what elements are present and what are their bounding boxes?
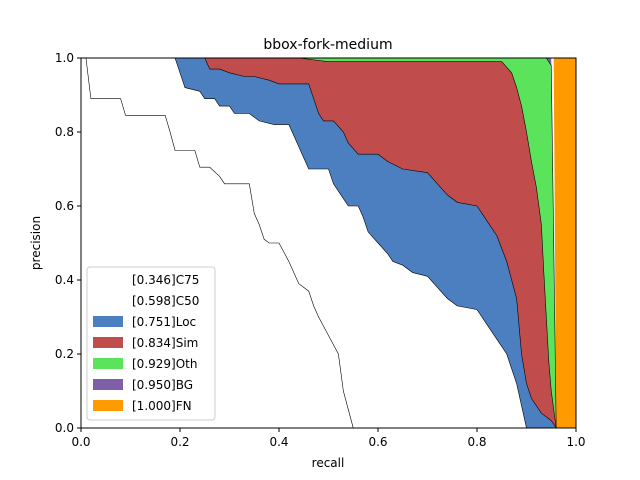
y-tick-label: 0.2 [55,347,74,361]
curve-0-346-c75 [81,57,354,429]
legend-label: [0.834]Sim [132,336,198,350]
curve-0-598-c50 [174,57,527,429]
legend-label: [0.929]Oth [132,357,197,371]
x-tick-label: 1.0 [566,435,585,449]
plot-frame [80,57,577,429]
legend-label: [0.950]BG [132,378,193,392]
y-tick-label: 0.8 [55,125,74,139]
legend-label: [0.751]Loc [132,315,196,329]
curve-0-751-loc [204,57,557,429]
legend-swatch [93,295,123,306]
legend-swatch [93,358,123,369]
legend: [0.346]C75 [0.598]C50 [0.751]Loc [0.834]Sim… [86,266,216,421]
y-tick-label: 0.0 [55,421,74,435]
x-tick-label: 0.2 [170,435,189,449]
y-axis: 0.0 0.2 0.4 0.6 0.8 1.0 [55,51,81,435]
legend-label: [0.598]C50 [132,294,199,308]
legend-swatch [93,400,123,411]
area-1-000-fn [553,58,576,428]
legend-label: [1.000]FN [132,399,192,413]
chart-title: bbox-fork-medium [263,37,392,53]
x-axis: 0.0 0.2 0.4 0.6 0.8 1.0 [71,428,586,449]
y-tick-label: 0.6 [55,199,74,213]
legend-swatch [93,274,123,285]
y-axis-label: precision [29,216,43,270]
curve-0-834-sim [209,57,557,429]
legend-items: [0.346]C75 [0.598]C50 [0.751]Loc [0.834]Sim… [93,273,199,413]
x-tick-label: 0.8 [467,435,486,449]
y-tick-label: 0.4 [55,273,74,287]
legend-swatch [93,337,123,348]
legend-swatch [93,316,123,327]
x-tick-label: 0.6 [368,435,387,449]
x-tick-label: 0.0 [71,435,90,449]
y-tick-label: 1.0 [55,51,74,65]
x-tick-label: 0.4 [269,435,288,449]
legend-label: [0.346]C75 [132,273,199,287]
legend-swatch [93,379,123,390]
x-axis-label: recall [312,456,345,470]
